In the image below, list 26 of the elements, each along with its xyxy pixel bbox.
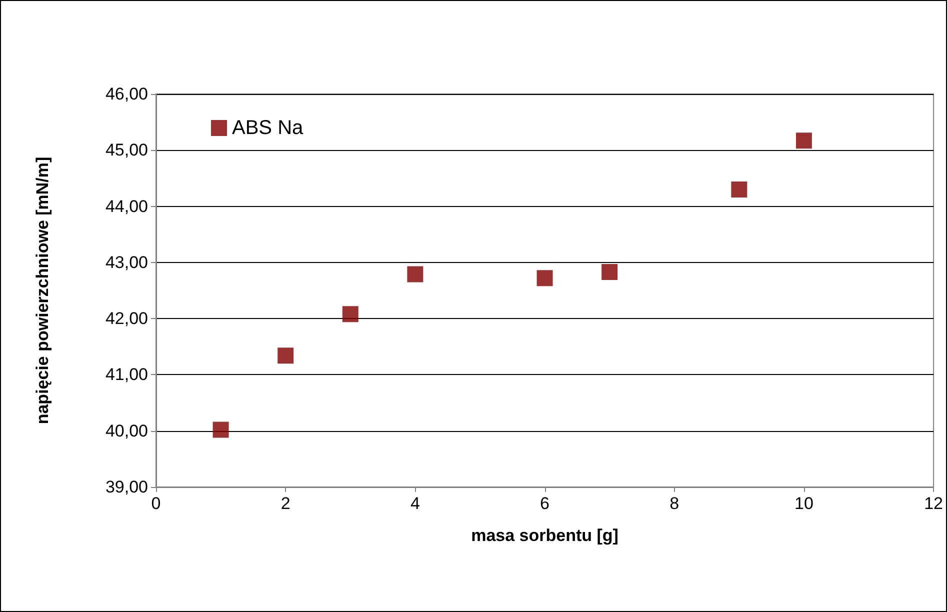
point (212, 422, 229, 438)
x-tick-label: 2 (280, 494, 290, 513)
point (602, 264, 618, 280)
point (731, 181, 748, 198)
y-tick-label: 44,00 (105, 196, 148, 216)
x-axis-title: masa sorbentu [g] (471, 526, 618, 545)
legend-label: ABS Na (232, 117, 304, 139)
point (342, 306, 358, 322)
y-tick-label: 46,00 (105, 84, 148, 104)
x-tick-label: 10 (794, 494, 814, 513)
x-tick-label: 4 (410, 494, 420, 513)
x-tick-label: 12 (924, 494, 944, 513)
y-tick-label: 40,00 (105, 421, 148, 440)
point (536, 270, 553, 286)
y-axis-title: napięcie powierzchniowe [mN/m] (33, 156, 52, 424)
point (278, 348, 294, 364)
x-tick-label: 8 (670, 494, 680, 513)
point (407, 266, 424, 282)
y-tick-label: 45,00 (105, 140, 148, 160)
x-tick-label: 6 (540, 494, 550, 513)
y-tick-label: 41,00 (105, 365, 148, 384)
y-tick-label: 43,00 (105, 252, 148, 272)
x-tick-label: 0 (151, 494, 161, 513)
y-tick-label: 42,00 (105, 309, 148, 328)
y-tick-label: 39,00 (105, 478, 148, 496)
point (796, 132, 812, 149)
